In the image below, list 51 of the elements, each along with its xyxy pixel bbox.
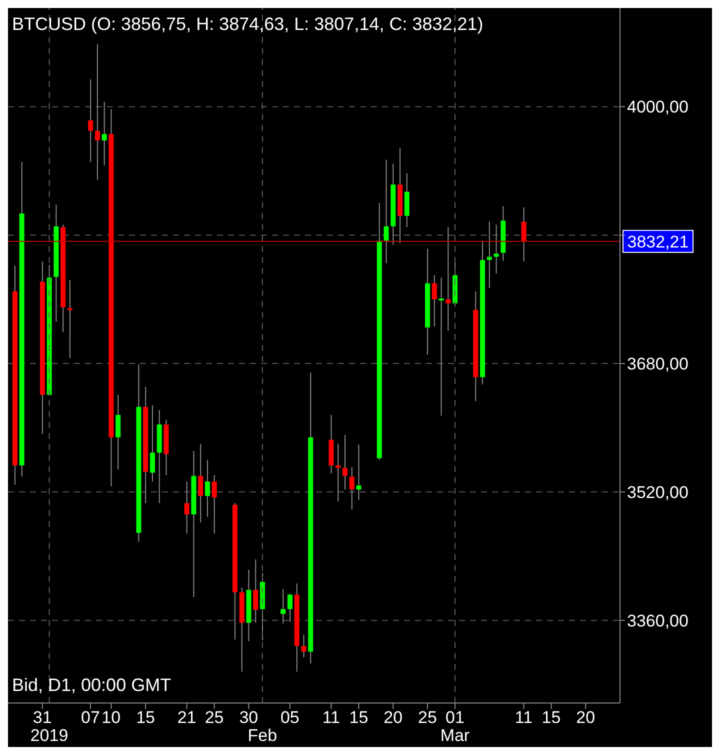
x-tick-label: 21: [177, 708, 196, 728]
chart-title: BTCUSD (O: 3856,75, H: 3874,63, L: 3807,14, C: 3832,21): [12, 14, 484, 35]
candlestick: [94, 44, 100, 180]
x-tick-label: 15: [542, 708, 561, 728]
y-tick-label: 3680,00: [627, 354, 688, 374]
candlestick: [102, 101, 107, 166]
x-tick-label: 30: [239, 708, 258, 728]
x-tick-label: 11: [322, 708, 340, 728]
candlestick: [446, 226, 451, 332]
candlestick: [486, 220, 492, 289]
candlestick: [150, 404, 155, 482]
ref-line-label: 2019: [30, 726, 68, 745]
x-tick-label: 25: [204, 708, 224, 728]
candlestick: [342, 434, 348, 490]
candlestick: [349, 466, 354, 510]
candlestick: [521, 206, 526, 262]
x-tick-label: 15: [136, 708, 155, 728]
candlestick: [356, 444, 362, 500]
x-tick-label: 25: [418, 708, 437, 728]
candlestick: [67, 280, 72, 358]
candlestick: [212, 474, 217, 534]
candlestick: [88, 78, 94, 163]
annotation: Bid, D1, 00:00 GMT: [12, 675, 172, 696]
candlestick: [253, 558, 258, 624]
x-tick-label: 15: [349, 708, 368, 728]
candlestick: [116, 394, 121, 470]
y-tick-label: 3520,00: [627, 482, 688, 502]
ref-line-label: 3832,21: [627, 232, 689, 252]
candlestick: [204, 459, 210, 518]
candlestick: [184, 481, 190, 534]
candlestick: [280, 588, 286, 624]
y-tick-label: 4000,00: [627, 98, 688, 117]
x-tick-label: 20: [576, 708, 596, 728]
candlestick: [198, 443, 204, 523]
ref-line-label: Feb: [248, 726, 278, 745]
y-tick-label: 3360,00: [627, 611, 688, 630]
candlestick: [301, 634, 306, 658]
candlestick: [287, 593, 292, 622]
x-tick-label: 11: [514, 708, 533, 728]
x-tick-label: 07: [81, 708, 100, 728]
x-tick-label: 01: [446, 708, 464, 728]
x-tick-label: 10: [102, 708, 121, 728]
candlestick: [336, 443, 341, 502]
ref-line-label: Mar: [440, 726, 470, 745]
x-tick-label: 31: [32, 708, 52, 728]
x-tick-label: 05: [280, 708, 300, 728]
candlestick: [494, 224, 499, 274]
candlestick: [438, 277, 444, 416]
candlestick: [384, 159, 389, 264]
candlestick: [432, 274, 437, 328]
x-tick-label: 20: [384, 708, 403, 728]
